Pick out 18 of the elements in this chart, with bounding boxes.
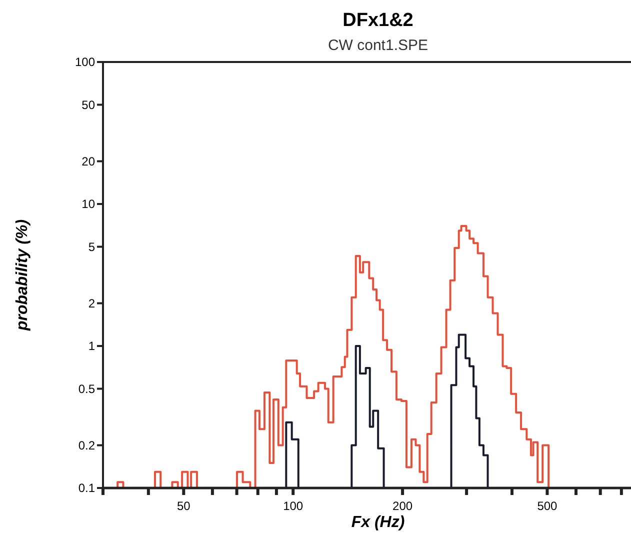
y-tick-label: 20: [82, 154, 96, 168]
y-tick-label: 2: [88, 296, 96, 310]
x-tick-label: 50: [176, 499, 191, 513]
y-tick-label: 10: [82, 197, 96, 212]
y-tick-label: 0.2: [78, 438, 96, 452]
y-tick-label: 1: [88, 339, 96, 354]
x-tick-label: 500: [537, 499, 558, 513]
y-axis-title: probability (%): [14, 219, 31, 332]
y-tick-label: 0.1: [78, 481, 96, 496]
x-tick-label: 100: [283, 499, 304, 513]
x-tick-label: 200: [392, 499, 413, 513]
y-tick-label: 5: [88, 240, 96, 254]
chart-title: DFx1&2: [342, 10, 414, 31]
y-tick-label: 0.5: [78, 382, 96, 396]
x-axis-title: Fx (Hz): [351, 514, 405, 531]
chart-subtitle: CW cont1.SPE: [328, 37, 428, 54]
y-tick-label: 50: [82, 98, 96, 112]
y-tick-label: 100: [74, 55, 96, 70]
